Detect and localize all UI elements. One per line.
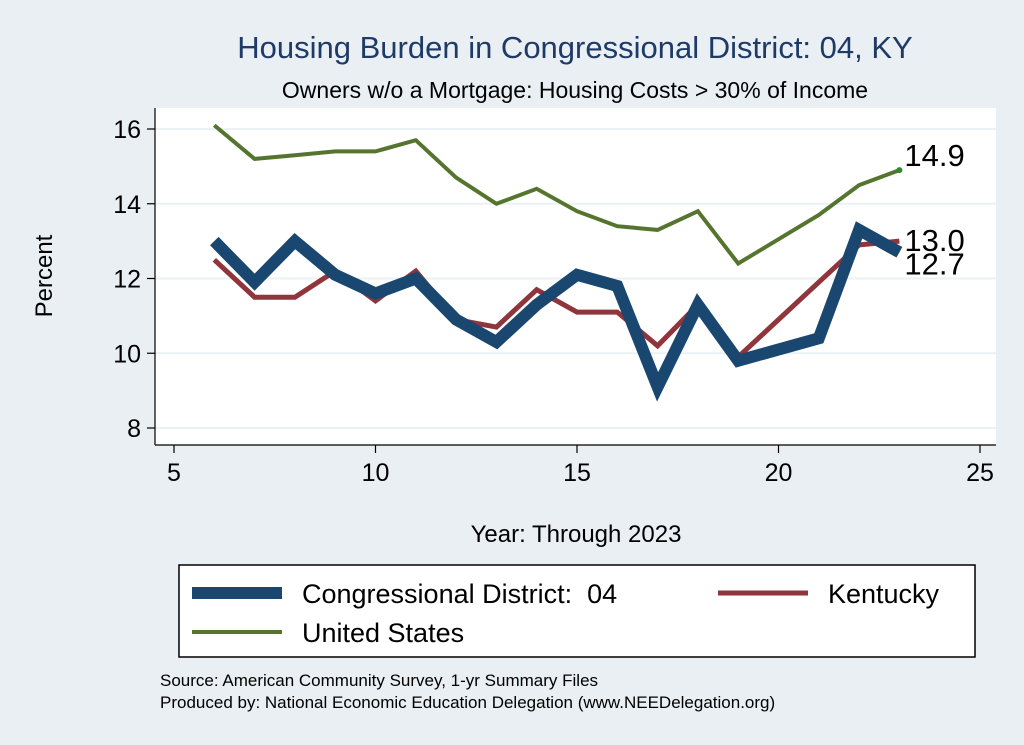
legend-label-congressional-district: Congressional District: 04 [302,579,617,609]
end-labels: 12.713.0 14.9 [904,138,964,281]
x-tick-label-15: 15 [563,459,591,487]
y-tick-label-10: 10 [113,340,141,368]
chart-title: Housing Burden in Congressional District… [237,30,912,65]
end-label-kentucky: 13.0 [904,223,964,258]
source-note: Source: American Community Survey, 1-yr … [160,671,598,690]
y-tick-label-16: 16 [113,116,141,144]
legend-box [178,564,976,658]
series-line-united-states [213,123,901,267]
produced-by-note: Produced by: National Economic Education… [160,693,775,712]
y-axis-label: Percent [31,234,58,317]
y-tick-label-12: 12 [113,266,141,294]
series [210,123,903,402]
x-tick-label-5: 5 [167,459,181,487]
axes: 8 10 12 14 16 5 10 15 20 25 [113,108,996,487]
end-label-united-states: 14.9 [904,138,964,173]
y-tick-label-8: 8 [127,415,141,443]
end-label-congressional-district-04: 12.7 [904,246,964,281]
legend-label-united-states: United States [302,618,464,648]
series-line-kentucky [212,238,900,361]
x-tick-label-25: 25 [966,459,994,487]
y-tick-label-14: 14 [113,191,141,219]
legend-label-kentucky: Kentucky [828,579,940,609]
legend: Congressional District: 04 Kentucky Unit… [178,564,976,658]
series-line-congressional-district-04 [210,221,903,402]
x-tick-label-10: 10 [362,459,390,487]
x-axis-label: Year: Through 2023 [471,521,682,548]
chart-subtitle: Owners w/o a Mortgage: Housing Costs > 3… [282,77,868,103]
x-tick-label-20: 20 [765,459,793,487]
end-marker-united-states [896,167,903,174]
